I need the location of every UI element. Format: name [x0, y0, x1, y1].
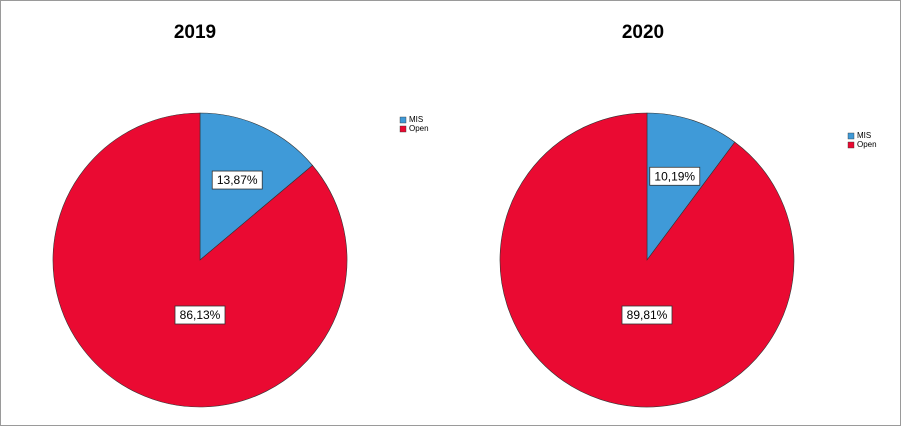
legend-swatch [847, 132, 855, 140]
label-box [211, 170, 263, 190]
legend-swatch [399, 116, 407, 124]
legend-label: Open [409, 124, 429, 133]
pie-slice [499, 112, 795, 408]
chart-title: 2019 [174, 22, 216, 43]
pie-slice [52, 112, 348, 408]
legend-label: MIS [409, 115, 423, 124]
pie-slice [646, 112, 736, 261]
legend-swatch [399, 125, 407, 133]
chart-title: 2020 [622, 22, 664, 43]
label-box [621, 305, 673, 325]
data-label: 86,13% [180, 308, 221, 322]
legend-label: MIS [857, 131, 871, 140]
legend-label: Open [857, 140, 877, 149]
data-label: 13,87% [217, 173, 258, 187]
label-box [649, 166, 701, 186]
data-label: 89,81% [627, 308, 668, 322]
legend-swatch [847, 141, 855, 149]
data-label: 10,19% [654, 169, 695, 183]
label-box [174, 305, 226, 325]
